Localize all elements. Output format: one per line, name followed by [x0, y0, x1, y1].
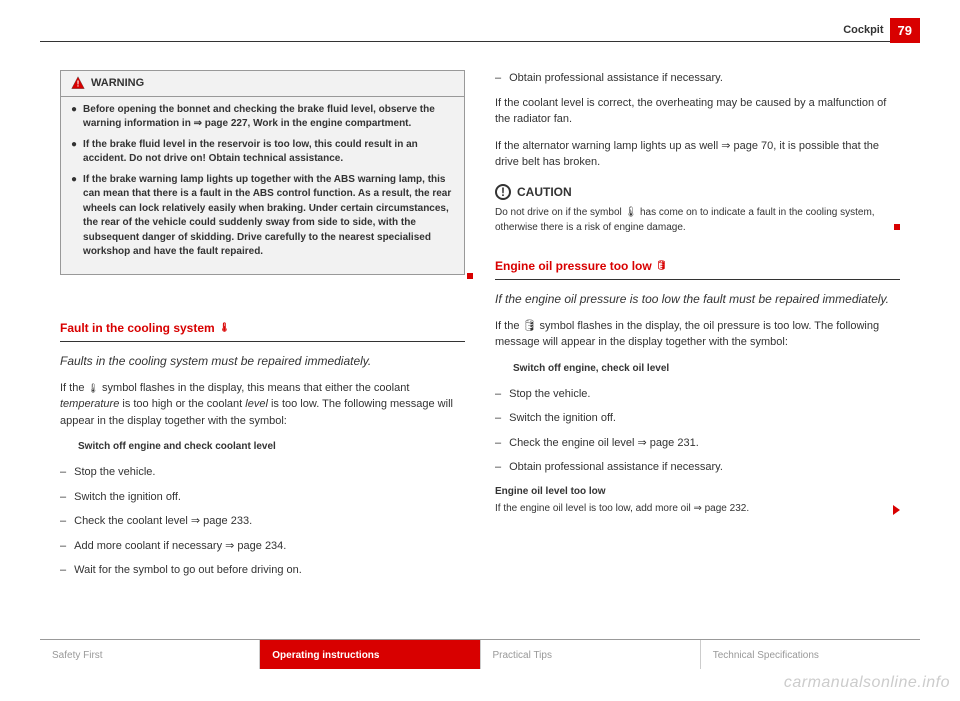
cooling-title: Fault in the cooling system 🌡: [60, 319, 465, 337]
oil-intro: If the engine oil pressure is too low th…: [495, 290, 900, 308]
cooling-step: Obtain professional assistance if necess…: [495, 70, 900, 87]
oil-step: Switch the ignition off.: [495, 410, 900, 427]
oil-subheader: Engine oil level too low: [495, 484, 900, 499]
section-label: Cockpit: [843, 22, 883, 39]
cooling-message: Switch off engine and check coolant leve…: [78, 439, 465, 454]
warning-box: ! WARNING Before opening the bonnet and …: [60, 70, 465, 275]
warning-item: Before opening the bonnet and checking t…: [71, 103, 454, 132]
cooling-paragraph: If the alternator warning lamp lights up…: [495, 138, 900, 171]
footer-tab-technical[interactable]: Technical Specifications: [701, 640, 920, 669]
cooling-title-text: Fault in the cooling system: [60, 319, 215, 337]
thermometer-icon: 🌡: [88, 383, 99, 393]
section-end-icon: [467, 273, 473, 279]
cooling-step: Stop the vehicle.: [60, 464, 465, 481]
cooling-step: Check the coolant level ⇒ page 233.: [60, 513, 465, 530]
cooling-paragraph: If the coolant level is correct, the ove…: [495, 95, 900, 128]
left-column: ! WARNING Before opening the bonnet and …: [60, 70, 465, 587]
caution-circle-icon: !: [495, 184, 511, 200]
section-rule: [60, 341, 465, 342]
svg-text:!: !: [77, 79, 80, 89]
oil-message: Switch off engine, check oil level: [513, 361, 900, 376]
end-marker-row: [60, 289, 465, 299]
warning-title: WARNING: [91, 75, 144, 92]
warning-item: If the brake warning lamp lights up toge…: [71, 173, 454, 260]
continue-triangle-icon: [893, 505, 900, 515]
footer-tabs: Safety First Operating instructions Prac…: [40, 639, 920, 669]
cooling-step: Add more coolant if necessary ⇒ page 234…: [60, 538, 465, 555]
oil-title: Engine oil pressure too low 🛢: [495, 257, 900, 275]
caution-header: ! CAUTION: [495, 183, 900, 201]
footer-tab-safety[interactable]: Safety First: [40, 640, 260, 669]
caution-text: Do not drive on if the symbol 🌡 has come…: [495, 205, 900, 235]
right-column: Obtain professional assistance if necess…: [495, 70, 900, 587]
section-end-icon: [894, 224, 900, 230]
content-area: ! WARNING Before opening the bonnet and …: [60, 70, 900, 587]
warning-body: Before opening the bonnet and checking t…: [61, 97, 464, 274]
thermometer-icon: 🌡: [219, 321, 230, 335]
oil-paragraph: If the 🛢 symbol flashes in the display, …: [495, 318, 900, 351]
oil-step: Stop the vehicle.: [495, 386, 900, 403]
oil-step: Obtain professional assistance if necess…: [495, 459, 900, 476]
cooling-step: Wait for the symbol to go out before dri…: [60, 562, 465, 579]
page-header: Cockpit 79: [40, 20, 920, 42]
caution-title: CAUTION: [517, 183, 572, 201]
warning-header: ! WARNING: [61, 71, 464, 97]
cooling-paragraph: If the 🌡 symbol flashes in the display, …: [60, 380, 465, 430]
footer-tab-operating[interactable]: Operating instructions: [260, 640, 480, 669]
warning-item: If the brake fluid level in the reservoi…: [71, 138, 454, 167]
cooling-intro: Faults in the cooling system must be rep…: [60, 352, 465, 370]
watermark: carmanualsonline.info: [784, 671, 950, 695]
oil-title-text: Engine oil pressure too low: [495, 257, 652, 275]
oil-subtext: If the engine oil level is too low, add …: [495, 501, 900, 516]
footer-tab-practical[interactable]: Practical Tips: [481, 640, 701, 669]
oil-can-icon: 🛢: [656, 259, 667, 273]
page-number: 79: [890, 18, 920, 44]
oil-step: Check the engine oil level ⇒ page 231.: [495, 435, 900, 452]
warning-triangle-icon: !: [71, 76, 85, 90]
cooling-step: Switch the ignition off.: [60, 489, 465, 506]
section-rule: [495, 279, 900, 280]
